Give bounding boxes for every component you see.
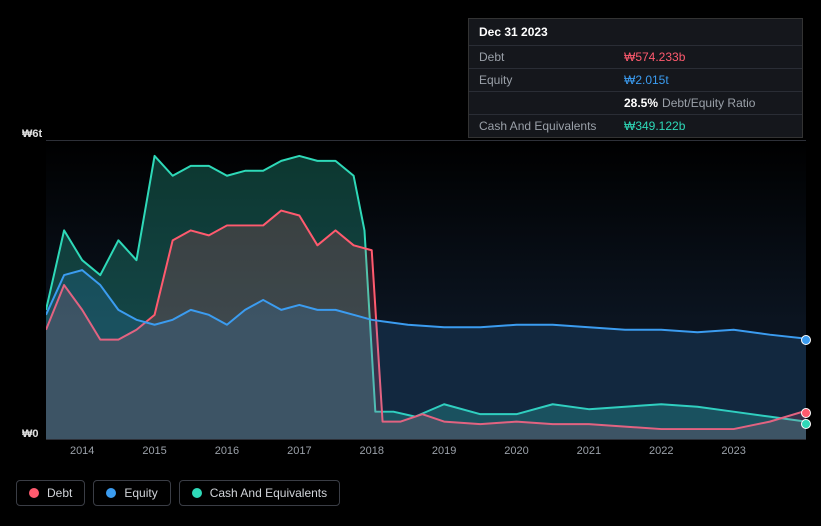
x-axis-tick: 2021 (577, 445, 601, 457)
legend-swatch (192, 488, 202, 498)
legend-item-debt[interactable]: Debt (16, 480, 85, 506)
x-axis-tick: 2023 (721, 445, 745, 457)
legend-item-cash-and-equivalents[interactable]: Cash And Equivalents (179, 480, 340, 506)
tooltip-value: ₩574.233b (624, 50, 685, 64)
tooltip-row: Debt₩574.233b (469, 46, 802, 69)
chart-legend: Debt Equity Cash And Equivalents (16, 480, 340, 506)
tooltip-row: Cash And Equivalents₩349.122b (469, 115, 802, 137)
x-axis-tick: 2014 (70, 445, 94, 457)
tooltip-row: Equity₩2.015t (469, 69, 802, 92)
tooltip-value: 28.5%Debt/Equity Ratio (624, 96, 755, 110)
series-marker (801, 408, 811, 418)
y-axis-label: ₩6t (22, 128, 42, 140)
y-axis-label: ₩0 (22, 428, 39, 440)
legend-label: Equity (124, 486, 157, 500)
x-axis-tick: 2016 (215, 445, 239, 457)
x-axis-tick: 2018 (359, 445, 383, 457)
debt-equity-chart (46, 140, 806, 440)
x-axis-tick: 2020 (504, 445, 528, 457)
tooltip-value: ₩349.122b (624, 119, 685, 133)
tooltip-label: Debt (479, 50, 624, 64)
tooltip-row: 28.5%Debt/Equity Ratio (469, 92, 802, 115)
legend-label: Cash And Equivalents (210, 486, 327, 500)
x-axis-tick: 2022 (649, 445, 673, 457)
chart-tooltip: Dec 31 2023 Debt₩574.233bEquity₩2.015t28… (468, 18, 803, 138)
tooltip-label (479, 96, 624, 110)
tooltip-label: Cash And Equivalents (479, 119, 624, 133)
tooltip-value: ₩2.015t (624, 73, 669, 87)
tooltip-label: Equity (479, 73, 624, 87)
legend-label: Debt (47, 486, 72, 500)
x-axis-tick: 2019 (432, 445, 456, 457)
tooltip-date: Dec 31 2023 (469, 19, 802, 46)
legend-swatch (106, 488, 116, 498)
series-marker (801, 335, 811, 345)
x-axis-tick: 2017 (287, 445, 311, 457)
legend-item-equity[interactable]: Equity (93, 480, 170, 506)
x-axis-tick: 2015 (142, 445, 166, 457)
legend-swatch (29, 488, 39, 498)
series-marker (801, 419, 811, 429)
